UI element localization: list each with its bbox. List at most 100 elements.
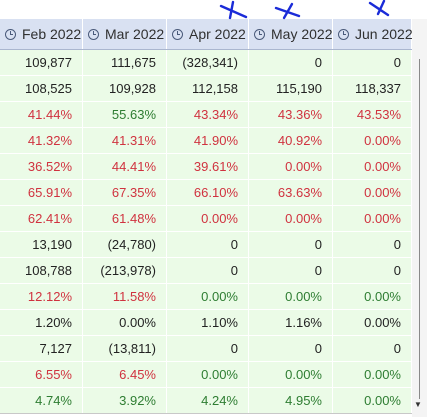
- table-row: 36.52% 44.41% 39.61% 0.00% 0.00%: [0, 154, 412, 180]
- table-row: 108,525 109,928 112,158 115,190 118,337: [0, 76, 412, 102]
- table-cell[interactable]: 0.00%: [333, 154, 412, 180]
- table-cell[interactable]: 0.00%: [333, 310, 412, 336]
- table-cell[interactable]: 43.53%: [333, 102, 412, 128]
- column-header-may-2022[interactable]: May 2022: [249, 19, 333, 49]
- column-header-apr-2022[interactable]: Apr 2022: [167, 19, 249, 49]
- table-cell[interactable]: 0: [249, 336, 333, 362]
- table-cell[interactable]: 0: [333, 232, 412, 258]
- column-header-mar-2022[interactable]: Mar 2022: [83, 19, 167, 49]
- down-arrow-icon[interactable]: ▼: [414, 400, 422, 409]
- table-cell[interactable]: 1.20%: [0, 310, 83, 336]
- table-cell[interactable]: 0.00%: [333, 128, 412, 154]
- clock-icon: [254, 28, 265, 40]
- table-cell[interactable]: (24,780): [83, 232, 167, 258]
- table-cell[interactable]: 0: [249, 50, 333, 76]
- table-cell[interactable]: 0.00%: [83, 310, 167, 336]
- table-cell[interactable]: 0.00%: [249, 154, 333, 180]
- table-cell[interactable]: 108,788: [0, 258, 83, 284]
- table-cell[interactable]: 0: [333, 336, 412, 362]
- table-cell[interactable]: 0.00%: [333, 180, 412, 206]
- vertical-scrollbar[interactable]: ▼: [412, 19, 427, 417]
- table-cell[interactable]: 3.92%: [83, 388, 167, 414]
- table-cell[interactable]: 4.95%: [249, 388, 333, 414]
- blue-x-mark: [274, 2, 301, 20]
- table-cell[interactable]: 11.58%: [83, 284, 167, 310]
- table-cell[interactable]: 0.00%: [333, 284, 412, 310]
- table-row: 62.41% 61.48% 0.00% 0.00% 0.00%: [0, 206, 412, 232]
- table-cell[interactable]: 40.92%: [249, 128, 333, 154]
- table-row: 65.91% 67.35% 66.10% 63.63% 0.00%: [0, 180, 412, 206]
- table-cell[interactable]: 0.00%: [249, 362, 333, 388]
- table-row: 41.32% 41.31% 41.90% 40.92% 0.00%: [0, 128, 412, 154]
- table-row: 109,877 111,675 (328,341) 0 0: [0, 50, 412, 76]
- grid-bottom-border: [0, 413, 412, 414]
- table-cell[interactable]: 0.00%: [333, 388, 412, 414]
- table-cell[interactable]: 115,190: [249, 76, 333, 102]
- table-cell[interactable]: 109,877: [0, 50, 83, 76]
- table-cell[interactable]: 4.24%: [167, 388, 249, 414]
- table-cell[interactable]: 4.74%: [0, 388, 83, 414]
- table-cell[interactable]: 111,675: [83, 50, 167, 76]
- table-cell[interactable]: 0.00%: [167, 284, 249, 310]
- table-cell[interactable]: 41.44%: [0, 102, 83, 128]
- table-cell[interactable]: 41.90%: [167, 128, 249, 154]
- table-cell[interactable]: 0.00%: [249, 284, 333, 310]
- table-cell[interactable]: 0.00%: [167, 362, 249, 388]
- table-cell[interactable]: 0: [333, 258, 412, 284]
- table-cell[interactable]: 39.61%: [167, 154, 249, 180]
- table-cell[interactable]: 44.41%: [83, 154, 167, 180]
- table-cell[interactable]: (328,341): [167, 50, 249, 76]
- table-cell[interactable]: 1.10%: [167, 310, 249, 336]
- table-cell[interactable]: 55.63%: [83, 102, 167, 128]
- table-cell[interactable]: 36.52%: [0, 154, 83, 180]
- table-cell[interactable]: 63.63%: [249, 180, 333, 206]
- table-cell[interactable]: 67.35%: [83, 180, 167, 206]
- table-cell[interactable]: (213,978): [83, 258, 167, 284]
- scrollbar-track[interactable]: [419, 59, 420, 399]
- column-header-label: Jun 2022: [355, 26, 413, 42]
- column-header-label: Apr 2022: [189, 26, 246, 42]
- table-cell[interactable]: 62.41%: [0, 206, 83, 232]
- table-cell[interactable]: 109,928: [83, 76, 167, 102]
- table-cell[interactable]: 0: [249, 232, 333, 258]
- table-row: 13,190 (24,780) 0 0 0: [0, 232, 412, 258]
- table-cell[interactable]: 118,337: [333, 76, 412, 102]
- clock-icon: [172, 28, 183, 40]
- table-cell[interactable]: 43.34%: [167, 102, 249, 128]
- table-cell[interactable]: 0: [333, 50, 412, 76]
- table-cell[interactable]: 41.32%: [0, 128, 83, 154]
- table-cell[interactable]: 7,127: [0, 336, 83, 362]
- column-header-row: Feb 2022 Mar 2022 Apr 2022 May 2022 Jun …: [0, 19, 413, 50]
- blue-x-mark: [368, 0, 390, 17]
- table-cell[interactable]: 112,158: [167, 76, 249, 102]
- column-header-jun-2022[interactable]: Jun 2022: [333, 19, 413, 49]
- table-cell[interactable]: 61.48%: [83, 206, 167, 232]
- table-cell[interactable]: 0: [249, 258, 333, 284]
- table-cell[interactable]: 6.45%: [83, 362, 167, 388]
- table-cell[interactable]: 1.16%: [249, 310, 333, 336]
- table-cell[interactable]: 13,190: [0, 232, 83, 258]
- column-header-label: May 2022: [271, 26, 333, 42]
- table-cell[interactable]: 12.12%: [0, 284, 83, 310]
- table-cell[interactable]: 43.36%: [249, 102, 333, 128]
- table-cell[interactable]: 0.00%: [249, 206, 333, 232]
- table-cell[interactable]: 0: [167, 336, 249, 362]
- table-cell[interactable]: 0.00%: [167, 206, 249, 232]
- clock-icon: [338, 28, 349, 40]
- table-cell[interactable]: (13,811): [83, 336, 167, 362]
- table-row: 41.44% 55.63% 43.34% 43.36% 43.53%: [0, 102, 412, 128]
- table-cell[interactable]: 41.31%: [83, 128, 167, 154]
- table-cell[interactable]: 66.10%: [167, 180, 249, 206]
- table-cell[interactable]: 108,525: [0, 76, 83, 102]
- table-cell[interactable]: 0: [167, 232, 249, 258]
- table-cell[interactable]: 0: [167, 258, 249, 284]
- table-cell[interactable]: 0.00%: [333, 206, 412, 232]
- table-row: 1.20% 0.00% 1.10% 1.16% 0.00%: [0, 310, 412, 336]
- table-cell[interactable]: 6.55%: [0, 362, 83, 388]
- column-header-label: Feb 2022: [22, 26, 82, 42]
- blue-x-mark: [219, 0, 248, 20]
- column-header-feb-2022[interactable]: Feb 2022: [0, 19, 83, 49]
- table-row: 108,788 (213,978) 0 0 0: [0, 258, 412, 284]
- table-cell[interactable]: 0.00%: [333, 362, 412, 388]
- table-cell[interactable]: 65.91%: [0, 180, 83, 206]
